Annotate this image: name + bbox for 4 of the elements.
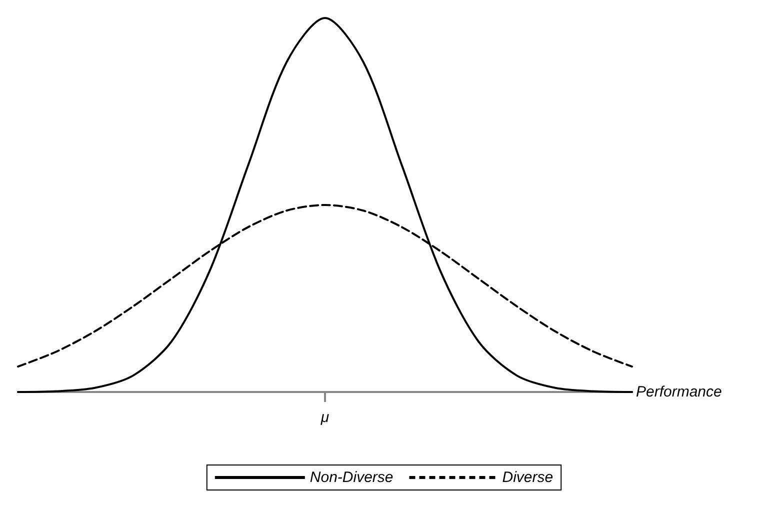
legend-label: Diverse: [502, 469, 554, 486]
text: μ: [320, 409, 330, 426]
x-axis-title: Performance: [636, 384, 722, 400]
legend-label: Non-Diverse: [310, 469, 394, 486]
